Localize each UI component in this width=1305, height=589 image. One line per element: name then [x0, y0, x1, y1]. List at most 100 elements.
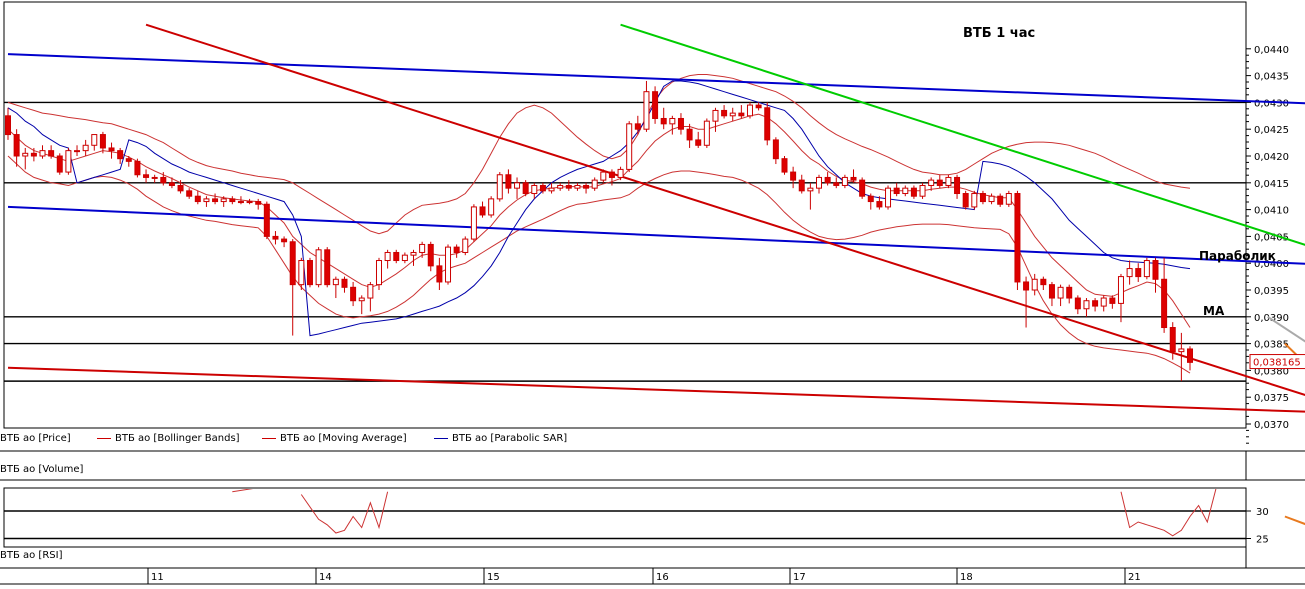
x-tick-label: 17 — [793, 572, 806, 583]
candle-body-up — [203, 198, 210, 203]
candle-body-up — [220, 198, 227, 203]
candle — [1178, 332, 1185, 382]
candle-body-up — [600, 171, 607, 181]
candle-body-up — [746, 104, 753, 117]
candle-body-down — [436, 265, 443, 283]
candle — [5, 107, 11, 140]
candle — [1169, 322, 1176, 360]
candle — [591, 177, 598, 191]
candle — [229, 196, 236, 205]
candle-body-down — [755, 104, 762, 109]
candle-body-down — [1092, 300, 1099, 307]
candle-body-down — [324, 249, 331, 286]
candle-body-down — [168, 182, 175, 186]
y-tick-label: 0,0395 — [1254, 286, 1289, 297]
candle-body-up — [445, 246, 452, 283]
candle — [928, 177, 935, 191]
legend-bollinger-swatch — [97, 438, 111, 439]
candle-body-down — [522, 182, 529, 195]
candle-body-up — [1126, 268, 1133, 278]
candle-body-down — [1040, 278, 1047, 286]
candle-body-down — [997, 195, 1004, 205]
candle — [643, 80, 650, 132]
annotation-ma: МА — [1203, 304, 1225, 318]
candle-body-up — [548, 187, 555, 192]
candle — [936, 174, 943, 189]
candle-body-down — [893, 187, 900, 195]
candle — [841, 174, 848, 189]
candle-body-up — [384, 251, 391, 262]
candle-body-down — [1187, 348, 1193, 363]
candle-body-up — [358, 297, 365, 302]
candle — [1014, 190, 1021, 290]
candle — [125, 156, 132, 167]
candle — [626, 121, 633, 173]
candle — [962, 190, 969, 210]
candle — [445, 244, 452, 285]
candle — [902, 185, 909, 197]
candle-body-down — [1135, 268, 1142, 278]
candle — [755, 102, 762, 111]
x-tick-label: 15 — [487, 572, 500, 583]
candle-body-down — [1109, 297, 1116, 304]
candle — [272, 231, 279, 245]
candle-body-down — [1074, 297, 1081, 310]
candle-body-down — [1023, 281, 1030, 291]
candle-body-down — [738, 112, 745, 117]
trendline — [620, 23, 1305, 246]
candle — [91, 134, 98, 151]
candle — [488, 196, 495, 218]
candle — [393, 249, 400, 264]
candle — [168, 177, 175, 189]
candle — [600, 169, 607, 183]
candle-body-down — [177, 184, 184, 192]
candle-body-up — [945, 176, 952, 186]
candle-body-up — [151, 176, 158, 179]
candle — [634, 115, 641, 135]
candle-body-down — [134, 160, 141, 176]
candle-body-down — [695, 139, 702, 146]
candle-body-up — [65, 150, 72, 173]
candle-body-down — [289, 241, 296, 286]
candle-body-down — [186, 190, 193, 197]
candle — [1100, 295, 1107, 312]
candle — [824, 172, 831, 186]
candle — [1005, 190, 1012, 207]
candle — [367, 281, 374, 312]
candle-body-down — [772, 139, 779, 160]
candle — [358, 295, 365, 315]
candle — [746, 102, 753, 119]
candle — [1135, 263, 1142, 282]
candle-body-up — [807, 187, 814, 192]
candle-body-down — [1066, 286, 1073, 299]
candle — [790, 166, 797, 189]
candle — [608, 169, 615, 186]
candle — [557, 182, 564, 191]
candle-body-up — [375, 260, 382, 286]
candle — [419, 241, 426, 258]
y-tick-label: 0,0405 — [1254, 232, 1289, 243]
candle-body-up — [1005, 193, 1012, 205]
candle-body-down — [798, 179, 805, 192]
candle-body-down — [936, 179, 943, 186]
candle — [781, 156, 788, 175]
candle-body-down — [272, 235, 279, 240]
candle — [548, 182, 555, 194]
candle-body-up — [971, 193, 978, 208]
candle — [479, 201, 486, 218]
candle — [48, 145, 55, 159]
candle-body-up — [919, 184, 926, 197]
candle — [160, 172, 167, 186]
candle — [652, 86, 659, 124]
candle — [531, 182, 538, 199]
candle — [798, 174, 805, 194]
legend-bollinger-label: ВТБ ао [Bollinger Bands] — [115, 433, 240, 444]
candle-body-up — [315, 249, 322, 286]
candle — [401, 252, 408, 264]
candle — [712, 107, 719, 132]
candle — [876, 196, 883, 210]
candle-body-down — [721, 109, 728, 117]
candle-body-up — [669, 117, 676, 125]
candle — [669, 115, 676, 135]
candle-body-down — [56, 155, 63, 173]
